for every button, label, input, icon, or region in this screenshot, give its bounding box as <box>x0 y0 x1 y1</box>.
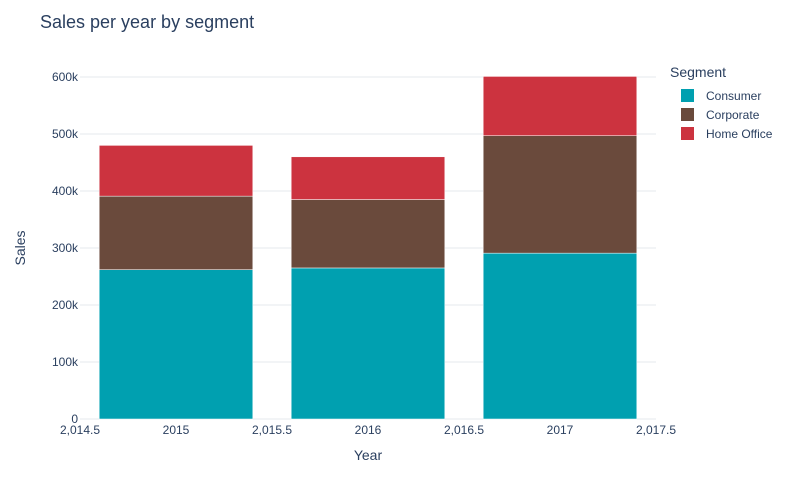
legend-title: Segment <box>670 64 727 80</box>
y-tick-label: 100k <box>52 355 79 369</box>
legend-label: Consumer <box>706 88 762 103</box>
bars <box>98 76 638 420</box>
bar-home-office-2016[interactable] <box>290 156 446 200</box>
y-tick-label: 400k <box>52 184 79 198</box>
x-tick-label: 2017 <box>547 423 574 437</box>
legend-item-corporate[interactable]: Corporate <box>670 105 772 124</box>
legend-label: Corporate <box>706 107 760 122</box>
y-tick-labels: 0 100k 200k 300k 400k 500k 600k <box>52 70 79 426</box>
legend-item-consumer[interactable]: Consumer <box>670 86 772 105</box>
x-tick-label: 2015 <box>163 423 190 437</box>
x-tick-label: 2,016.5 <box>444 423 484 437</box>
bar-consumer-2017[interactable] <box>482 252 638 420</box>
y-tick-label: 200k <box>52 298 79 312</box>
y-axis-title: Sales <box>12 230 28 265</box>
legend-swatch <box>681 108 694 121</box>
y-tick-label: 600k <box>52 70 79 84</box>
x-tick-labels: 2,014.5 2015 2,015.5 2016 2,016.5 2017 2,017.5 <box>60 423 676 437</box>
bar-corporate-2017[interactable] <box>482 135 638 254</box>
chart-title: Sales per year by segment <box>40 12 255 32</box>
x-axis-title: Year <box>354 447 383 463</box>
bar-corporate-2015[interactable] <box>98 195 254 270</box>
legend: Segment Consumer Corporate Home Office <box>670 64 772 143</box>
y-tick-label: 0 <box>71 412 78 426</box>
x-tick-label: 2,015.5 <box>252 423 292 437</box>
legend-swatch <box>681 127 694 140</box>
y-tick-label: 300k <box>52 241 79 255</box>
x-tick-label: 2016 <box>355 423 382 437</box>
legend-label: Home Office <box>706 126 773 141</box>
bar-consumer-2016[interactable] <box>290 267 446 420</box>
y-tick-label: 500k <box>52 127 79 141</box>
bar-home-office-2015[interactable] <box>98 145 254 197</box>
x-tick-label: 2,014.5 <box>60 423 100 437</box>
legend-item-home-office[interactable]: Home Office <box>670 124 772 143</box>
x-tick-label: 2,017.5 <box>636 423 676 437</box>
legend-items: Consumer Corporate Home Office <box>670 86 772 143</box>
legend-swatch <box>681 89 694 102</box>
bar-corporate-2016[interactable] <box>290 199 446 269</box>
bar-home-office-2017[interactable] <box>482 76 638 136</box>
bar-consumer-2015[interactable] <box>98 269 254 420</box>
